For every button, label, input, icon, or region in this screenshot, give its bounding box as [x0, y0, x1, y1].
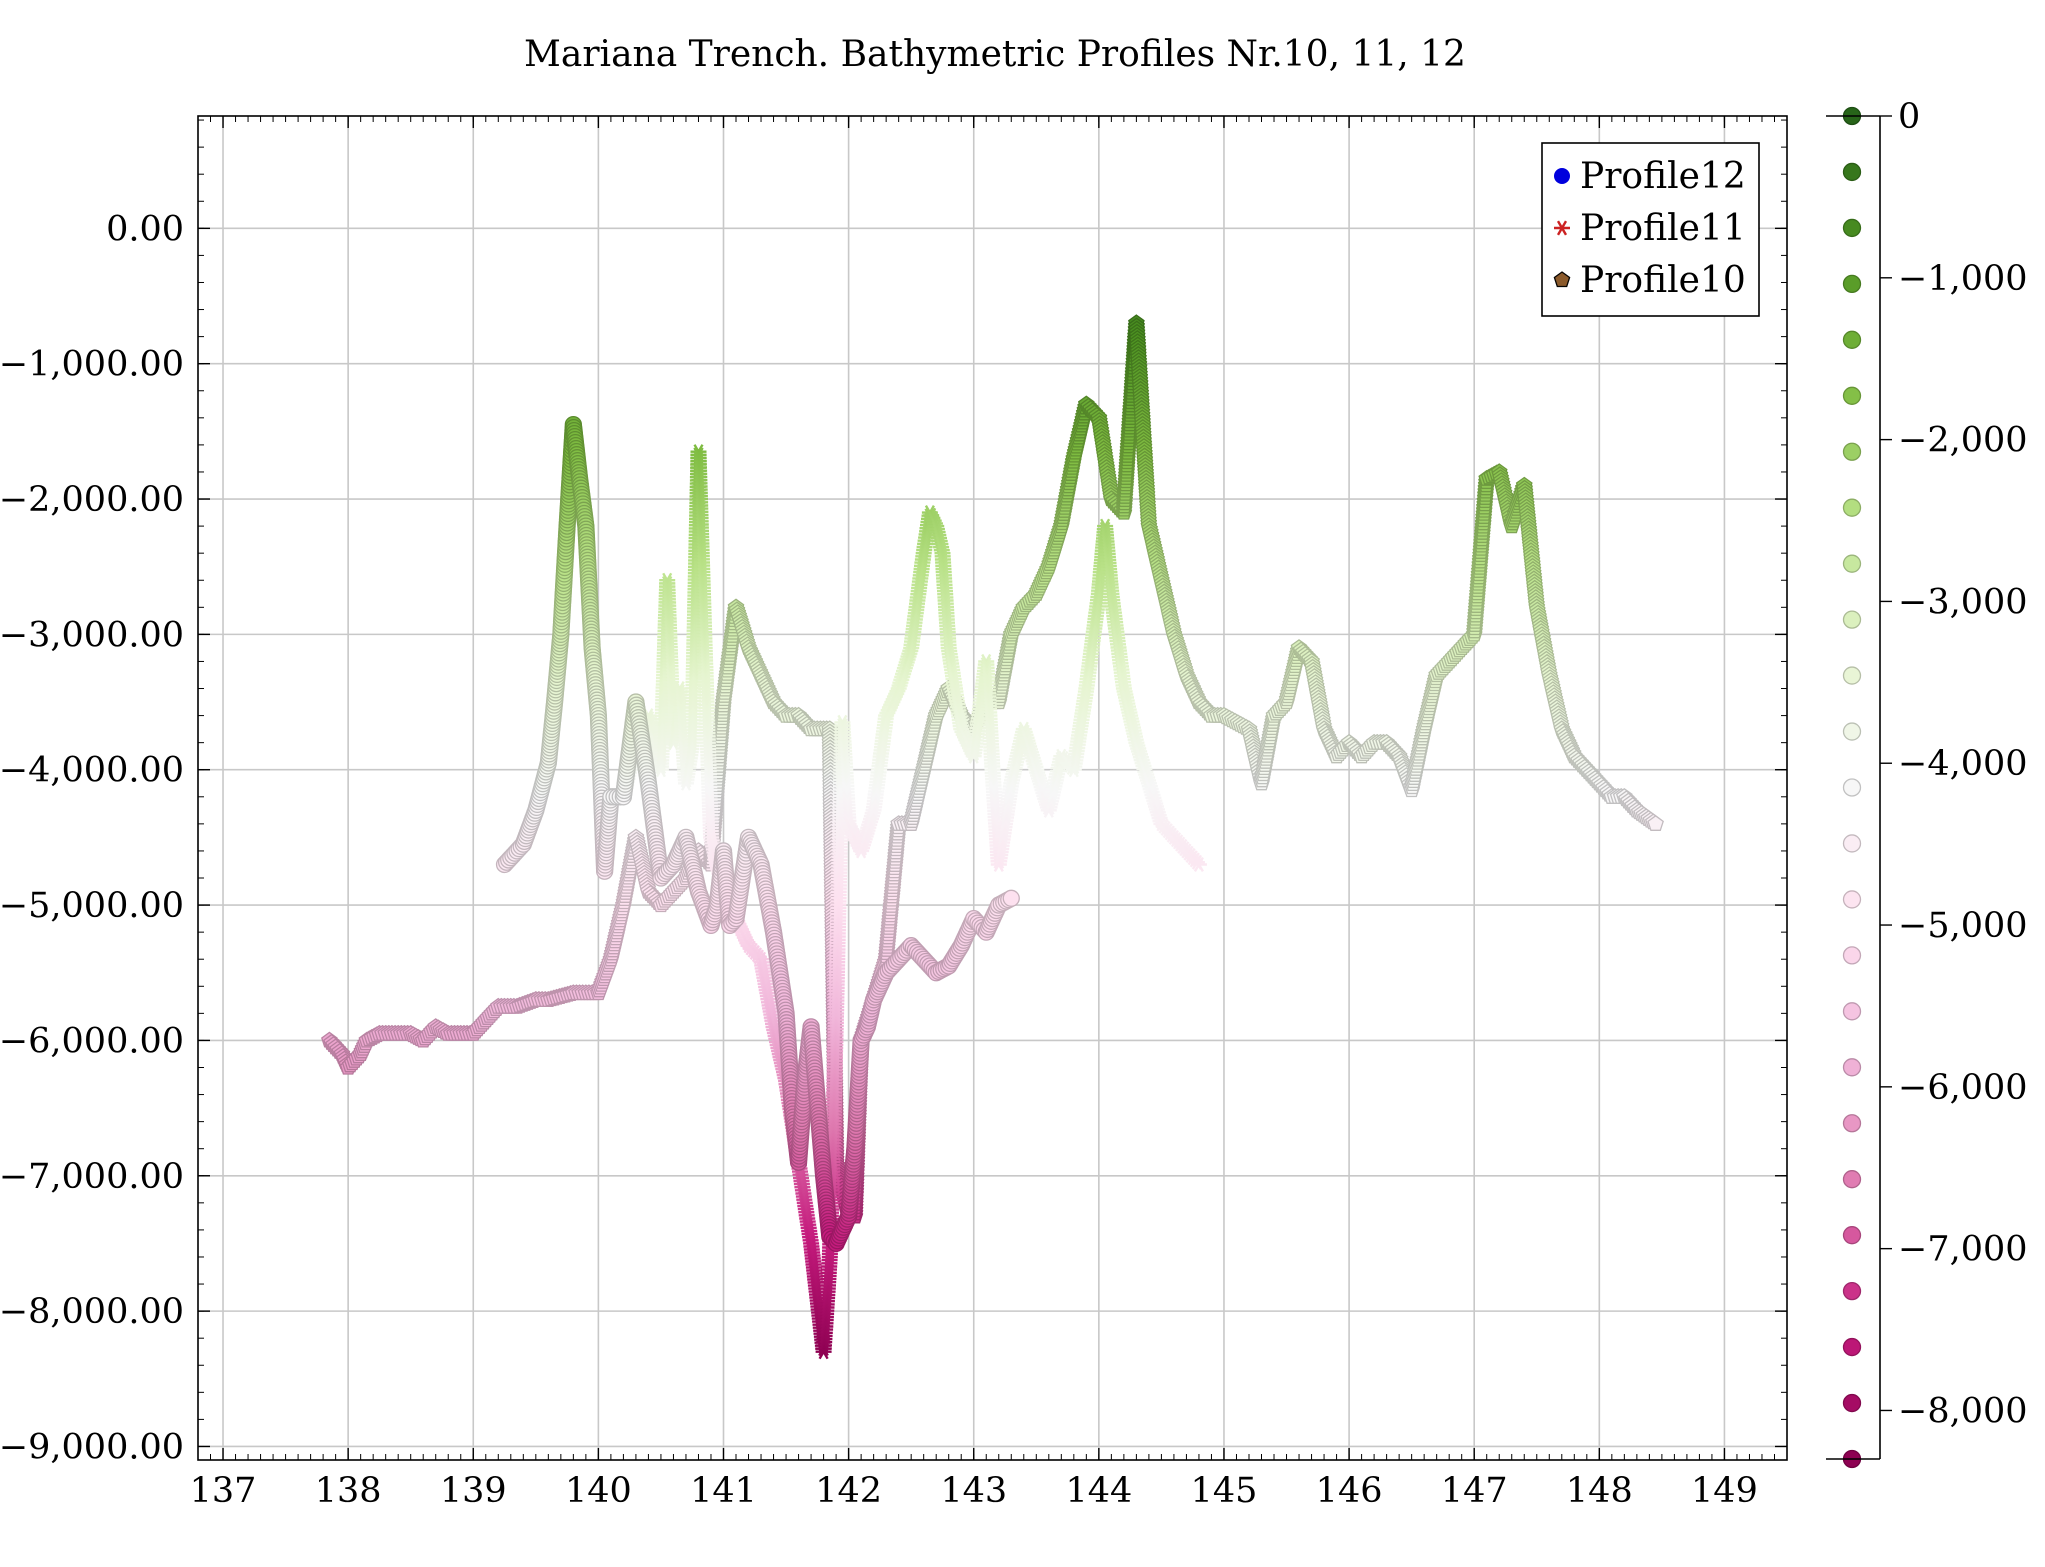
y-tick-label: −4,000.00 [0, 751, 184, 791]
x-tick-label: 142 [815, 1471, 882, 1511]
legend[interactable]: Profile12 Profile11 Profile10 [1541, 142, 1760, 317]
colorbar-swatch [1842, 330, 1862, 349]
colorbar-tick-label: 0 [1898, 97, 1920, 137]
colorbar-swatch [1842, 1002, 1862, 1021]
colorbar-swatch [1842, 386, 1862, 405]
colorbar-swatch [1842, 218, 1862, 238]
x-tick-label: 145 [1191, 1471, 1258, 1511]
colorbar-tick-label: −6,000 [1898, 1068, 2028, 1108]
colorbar-swatch [1842, 890, 1862, 909]
legend-marker [1554, 220, 1570, 236]
colorbar-tick-label: −8,000 [1898, 1391, 2028, 1431]
x-tick-label: 141 [690, 1471, 757, 1511]
colorbar-tick-label: −2,000 [1898, 421, 2028, 461]
x-tick-label: 139 [440, 1471, 507, 1511]
legend-label: Profile10 [1580, 260, 1746, 301]
colorbar-swatch [1842, 1337, 1862, 1357]
colorbar-swatch [1842, 722, 1862, 741]
colorbar: 0 −1,000 −2,000 −3,000 −4,000 −5,000 −6,000 −7,… [1826, 97, 2028, 1469]
colorbar-swatch [1842, 162, 1862, 182]
legend-item-profile11: Profile11 [1554, 208, 1746, 249]
axes: 137 138 139 140 141 142 143 144 145 146 147 148 149 0… [0, 115, 1788, 1511]
colorbar-swatch [1842, 834, 1862, 853]
legend-label: Profile11 [1580, 208, 1746, 249]
x-tick-label: 146 [1316, 1471, 1383, 1511]
colorbar-tick-label: −7,000 [1898, 1230, 2028, 1270]
data-point [1190, 856, 1207, 872]
colorbar-tick-label: −1,000 [1898, 259, 2028, 299]
y-tick-label: −2,000.00 [0, 480, 184, 520]
y-tick-label: −9,000.00 [0, 1427, 184, 1467]
x-tick-label: 143 [940, 1471, 1007, 1511]
y-tick-label: −8,000.00 [0, 1292, 184, 1332]
colorbar-swatch [1842, 1170, 1862, 1189]
colorbar-swatch [1842, 666, 1862, 685]
legend-box [1541, 142, 1760, 317]
x-tick-label: 138 [315, 1471, 382, 1511]
chart-title: Mariana Trench. Bathymetric Profiles Nr.… [524, 34, 1466, 75]
y-tick-label: −1,000.00 [0, 345, 184, 385]
x-tick-label: 144 [1065, 1471, 1132, 1511]
y-tick-label: −5,000.00 [0, 886, 184, 926]
colorbar-swatch [1842, 1393, 1862, 1413]
x-tick-label: 149 [1691, 1471, 1758, 1511]
x-tick-label: 140 [565, 1471, 632, 1511]
legend-item-profile10: Profile10 [1553, 260, 1746, 301]
colorbar-swatch [1842, 1226, 1862, 1245]
colorbar-swatch [1842, 1281, 1862, 1301]
plot-frame [197, 115, 1788, 1461]
data-point [1002, 889, 1020, 907]
colorbar-tick-label: −4,000 [1898, 744, 2028, 784]
y-tick-label: −7,000.00 [0, 1157, 184, 1197]
colorbar-swatch [1842, 610, 1862, 629]
colorbar-swatch [1842, 498, 1862, 517]
legend-item-profile12: Profile12 [1554, 156, 1746, 197]
colorbar-swatch [1842, 554, 1862, 573]
y-tick-label: −6,000.00 [0, 1021, 184, 1061]
x-tick-label: 148 [1566, 1471, 1633, 1511]
data-point [1647, 815, 1664, 831]
y-tick-label: 0.00 [106, 209, 184, 249]
x-tick-label: 137 [190, 1471, 257, 1511]
colorbar-swatch [1842, 1114, 1862, 1133]
legend-marker [1554, 168, 1570, 184]
colorbar-swatch [1842, 946, 1862, 965]
legend-marker [1553, 271, 1571, 288]
colorbar-swatch [1842, 442, 1862, 461]
colorbar-tick-label: −5,000 [1898, 906, 2028, 946]
y-tick-label: −3,000.00 [0, 615, 184, 655]
x-tick-label: 147 [1441, 1471, 1508, 1511]
colorbar-swatch [1842, 778, 1862, 797]
colorbar-swatch [1842, 274, 1862, 294]
series-profile12 [495, 415, 1020, 1253]
colorbar-swatch [1842, 1058, 1862, 1077]
colorbar-tick-label: −3,000 [1898, 582, 2028, 622]
data-points [321, 314, 1664, 1360]
legend-label: Profile12 [1580, 156, 1746, 197]
